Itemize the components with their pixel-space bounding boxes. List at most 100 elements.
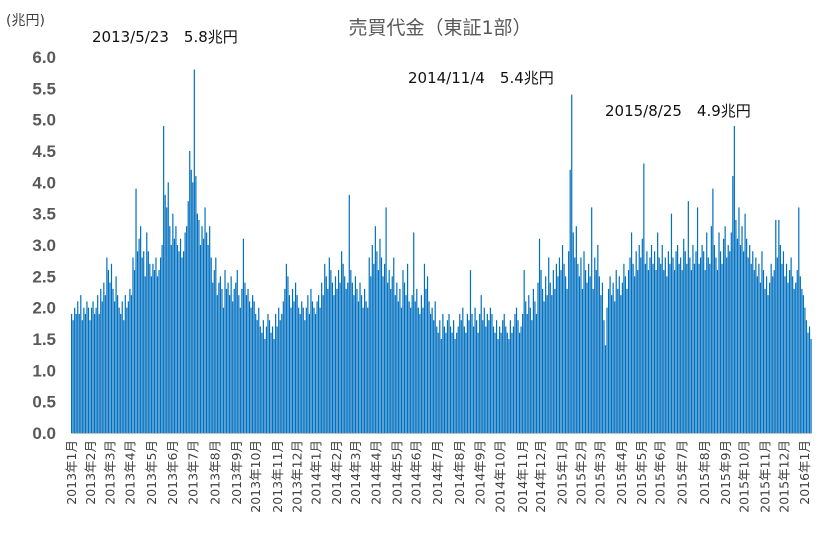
bar [104,295,106,433]
bar [795,282,797,433]
bar [106,257,108,433]
bar [192,182,194,433]
bar [801,288,803,433]
x-tick-label: 2013年2月 [83,440,98,505]
bar [399,288,401,433]
bar [541,288,544,433]
bar [719,251,722,433]
bar [364,288,366,433]
bar [462,307,464,433]
bar [330,270,332,433]
y-tick-label: 1.5 [32,330,56,349]
x-tick-label: 2015年8月 [697,440,712,505]
bar [107,270,110,433]
bar [684,251,686,433]
bar [589,276,591,433]
bar [635,251,637,433]
x-tick-label: 2013年1月 [64,440,79,505]
bar [580,257,582,433]
bar [190,169,192,434]
bar [747,257,749,433]
bar [204,207,206,433]
bar [245,295,248,433]
bar [282,301,284,433]
bar [422,307,424,433]
bar [742,251,745,433]
bar [738,207,740,433]
bar [437,332,439,433]
bar [368,257,370,433]
bar [586,282,588,433]
bar [130,295,133,433]
bar [181,257,183,433]
x-tick-label: 2013年6月 [165,440,180,505]
bar [520,326,522,433]
x-tick-label: 2014年3月 [348,440,363,505]
bar [219,276,222,433]
bar [451,332,453,433]
bar [265,326,268,433]
bar [736,238,739,433]
bar [805,320,808,433]
bar [420,295,422,433]
bar [489,307,492,433]
bar [506,332,508,433]
bar [755,257,757,433]
bar [115,276,117,433]
bar [140,226,142,433]
bar [446,320,449,433]
bar [383,263,386,433]
bar [331,282,334,433]
bar [471,313,473,433]
bar [144,276,146,433]
bar [241,288,243,433]
bar [663,270,665,433]
bar [779,245,781,433]
bar [440,339,442,433]
bar [199,245,202,433]
bar [698,263,700,433]
bar [227,282,229,433]
y-tick-label: 5.5 [32,79,56,98]
bar [744,213,746,433]
bar [126,307,128,433]
y-tick-label: 2.5 [32,267,56,286]
bar [380,257,383,433]
bar [132,257,134,433]
bar [767,295,769,433]
bar [213,270,215,433]
bar [406,263,409,433]
x-tick-label: 2015年9月 [718,440,733,505]
bar [270,332,272,433]
bar [71,313,73,433]
bar [103,282,105,433]
bar [782,251,785,433]
bar [285,263,287,433]
bar [758,263,760,433]
bar [356,288,358,433]
bar [136,251,139,433]
bar [436,326,438,433]
bar [769,282,771,433]
bar [680,257,682,433]
bar [279,320,281,433]
bar [348,194,350,433]
bar [620,295,622,433]
bar [678,263,680,433]
x-tick-label: 2013年8月 [208,440,223,505]
bar [790,257,792,433]
bar [360,295,363,433]
bar [215,257,217,433]
bar [632,263,634,433]
x-tick-label: 2015年11月 [758,440,773,513]
bar [710,226,712,433]
bar [796,270,798,433]
bar [557,276,559,433]
bar [552,270,554,433]
bar [222,307,225,433]
bar [310,288,312,433]
bar [186,226,188,433]
bar [299,313,301,433]
bar [568,251,570,433]
